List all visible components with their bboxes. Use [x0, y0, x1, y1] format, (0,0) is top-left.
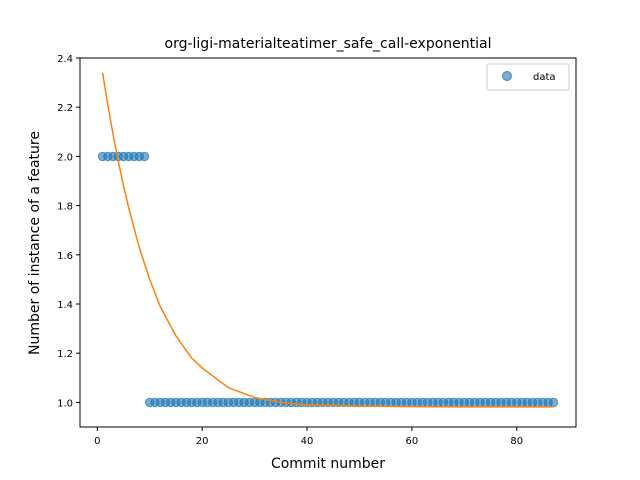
- x-tick-label: 20: [196, 436, 209, 447]
- x-tick-label: 80: [510, 436, 523, 447]
- legend-label-data: data: [533, 72, 556, 83]
- legend: data: [486, 63, 570, 91]
- y-tick-label: 1.4: [57, 300, 73, 311]
- data-point: [548, 397, 559, 408]
- legend-box: [486, 63, 570, 91]
- data-point: [139, 151, 150, 162]
- x-tick-label: 40: [301, 436, 314, 447]
- y-axis-title: Number of instance of a feature: [27, 131, 43, 355]
- axes: 0 20 40 60 80 1.0 1.2 1.4 1.6 1.8 2.0 2.2 2.4: [57, 54, 577, 447]
- chart-title: org-ligi-materialteatimer_safe_call-expo…: [165, 36, 492, 52]
- y-tick-label: 1.6: [57, 251, 73, 262]
- y-tick-label: 1.8: [57, 202, 73, 213]
- y-tick-label: 2.4: [57, 54, 73, 65]
- y-tick-label: 1.0: [57, 398, 73, 409]
- x-tick-label: 60: [406, 436, 419, 447]
- y-tick-label: 1.2: [57, 349, 73, 360]
- legend-marker-data: [502, 71, 512, 81]
- y-tick-label: 2.2: [57, 103, 73, 114]
- x-tick-label: 0: [94, 436, 100, 447]
- y-tick-label: 2.0: [57, 152, 73, 163]
- fit-line: [101, 72, 554, 408]
- x-axis-title: Commit number: [271, 456, 385, 472]
- plot-area: [97, 72, 559, 408]
- axes-frame: [79, 57, 577, 428]
